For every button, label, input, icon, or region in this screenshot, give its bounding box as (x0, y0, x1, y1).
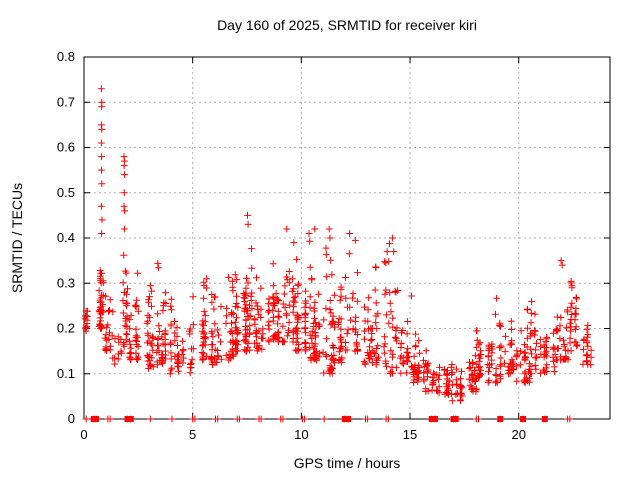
svg-text:0.8: 0.8 (57, 49, 75, 64)
chart-title: Day 160 of 2025, SRMTID for receiver kir… (217, 17, 477, 33)
y-axis-label: SRMTID / TECUs (9, 183, 25, 293)
tick-labels: 0 0.1 0.2 0.3 0.4 0.5 0.6 0.7 0.8 0 5 10 15 20 (57, 49, 526, 442)
svg-text:0: 0 (80, 427, 87, 442)
svg-text:0.5: 0.5 (57, 185, 75, 200)
grid-lines (84, 57, 610, 419)
x-axis-label: GPS time / hours (294, 455, 401, 471)
svg-text:10: 10 (294, 427, 308, 442)
svg-text:20: 20 (511, 427, 525, 442)
data-points (81, 85, 595, 423)
svg-text:0.6: 0.6 (57, 140, 75, 155)
svg-text:0.1: 0.1 (57, 366, 75, 381)
svg-text:5: 5 (189, 427, 196, 442)
svg-text:15: 15 (403, 427, 417, 442)
svg-text:0: 0 (68, 411, 75, 426)
svg-text:0.3: 0.3 (57, 275, 75, 290)
svg-text:0.7: 0.7 (57, 94, 75, 109)
svg-text:0.4: 0.4 (57, 230, 75, 245)
svg-text:0.2: 0.2 (57, 321, 75, 336)
